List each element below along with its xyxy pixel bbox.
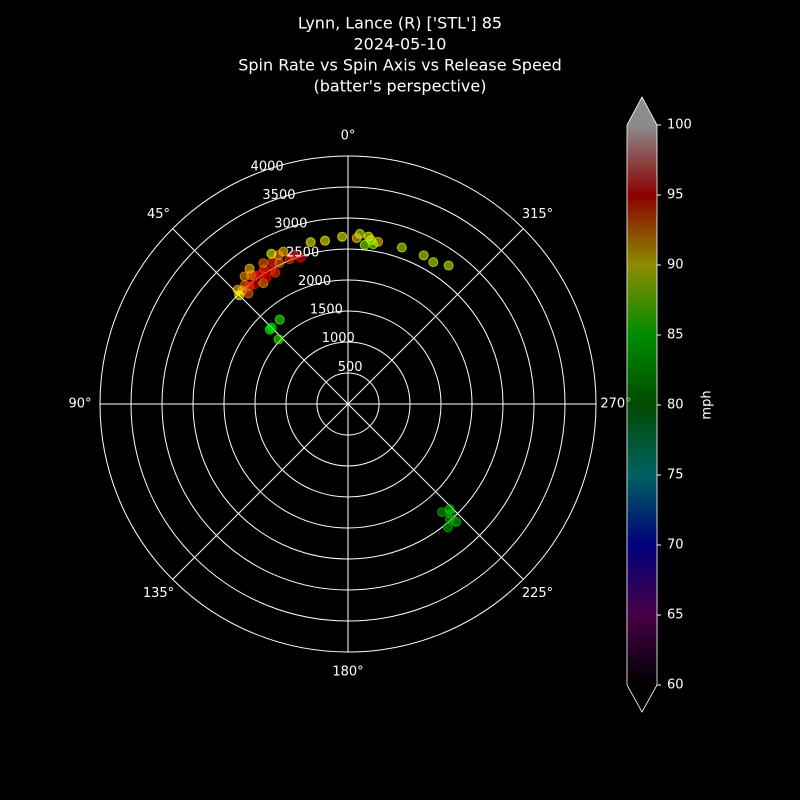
- pitch-point: [243, 288, 254, 299]
- title-line: Spin Rate vs Spin Axis vs Release Speed: [238, 56, 562, 75]
- pitch-point: [337, 231, 348, 242]
- colorbar-tick-label: 90: [667, 258, 684, 273]
- pitch-point: [305, 237, 316, 248]
- pitch-point: [258, 258, 269, 269]
- theta-tick-label: 45°: [147, 207, 170, 222]
- r-tick-label: 2500: [286, 245, 319, 260]
- colorbar-tick-label: 75: [667, 468, 684, 483]
- pitch-point: [418, 250, 429, 261]
- grid-spoke: [347, 228, 524, 405]
- pitch-point: [261, 273, 272, 284]
- pitch-point: [273, 334, 284, 345]
- pitch-point: [244, 263, 255, 274]
- theta-tick-label: 270°: [600, 397, 631, 412]
- colorbar-tick-label: 70: [667, 538, 684, 553]
- pitch-point: [351, 233, 362, 244]
- theta-tick-label: 315°: [522, 207, 553, 222]
- title-line: (batter's perspective): [314, 77, 487, 96]
- title-line: Lynn, Lance (R) ['STL'] 85: [298, 14, 502, 33]
- pitch-point: [270, 267, 281, 278]
- colorbar-tick-label: 85: [667, 328, 684, 343]
- pitch-point: [428, 257, 439, 268]
- r-tick-label: 3500: [262, 188, 295, 203]
- pitch-point: [234, 290, 245, 301]
- r-tick-label: 3000: [274, 217, 307, 232]
- pitch-point: [363, 231, 374, 242]
- pitch-point: [266, 322, 277, 333]
- pitch-point: [274, 314, 285, 325]
- r-tick-label: 4000: [251, 159, 284, 174]
- pitch-point: [444, 514, 455, 525]
- pitch-point: [396, 242, 407, 253]
- pitch-point: [320, 235, 331, 246]
- pitch-point: [239, 271, 250, 282]
- colorbar: [627, 125, 657, 685]
- r-tick-label: 500: [338, 360, 363, 375]
- colorbar-tick-label: 80: [667, 398, 684, 413]
- colorbar-tick-label: 65: [667, 608, 684, 623]
- r-tick-label: 2000: [298, 274, 331, 289]
- pitch-point: [443, 260, 454, 271]
- colorbar-tick-label: 95: [667, 188, 684, 203]
- title-line: 2024-05-10: [354, 35, 447, 54]
- pitch-point: [442, 522, 453, 533]
- theta-tick-label: 0°: [341, 129, 356, 144]
- pitch-point: [266, 248, 277, 259]
- pitch-point: [368, 239, 379, 250]
- pitch-point: [444, 504, 455, 515]
- r-tick-label: 1500: [310, 303, 343, 318]
- r-tick-label: 1000: [322, 331, 355, 346]
- grid-spoke: [172, 228, 349, 405]
- grid-spoke: [347, 403, 524, 580]
- pitch-point: [359, 239, 370, 250]
- theta-tick-label: 225°: [522, 586, 553, 601]
- theta-tick-label: 135°: [143, 586, 174, 601]
- theta-tick-label: 90°: [68, 397, 91, 412]
- colorbar-extend-top: [627, 97, 657, 125]
- pitch-point: [284, 254, 295, 265]
- colorbar-label: mph: [700, 390, 715, 419]
- grid-spoke: [172, 403, 349, 580]
- colorbar-tick-label: 100: [667, 118, 692, 133]
- theta-tick-label: 180°: [332, 665, 363, 680]
- colorbar-tick-label: 60: [667, 678, 684, 693]
- colorbar-extend-bottom: [627, 685, 657, 712]
